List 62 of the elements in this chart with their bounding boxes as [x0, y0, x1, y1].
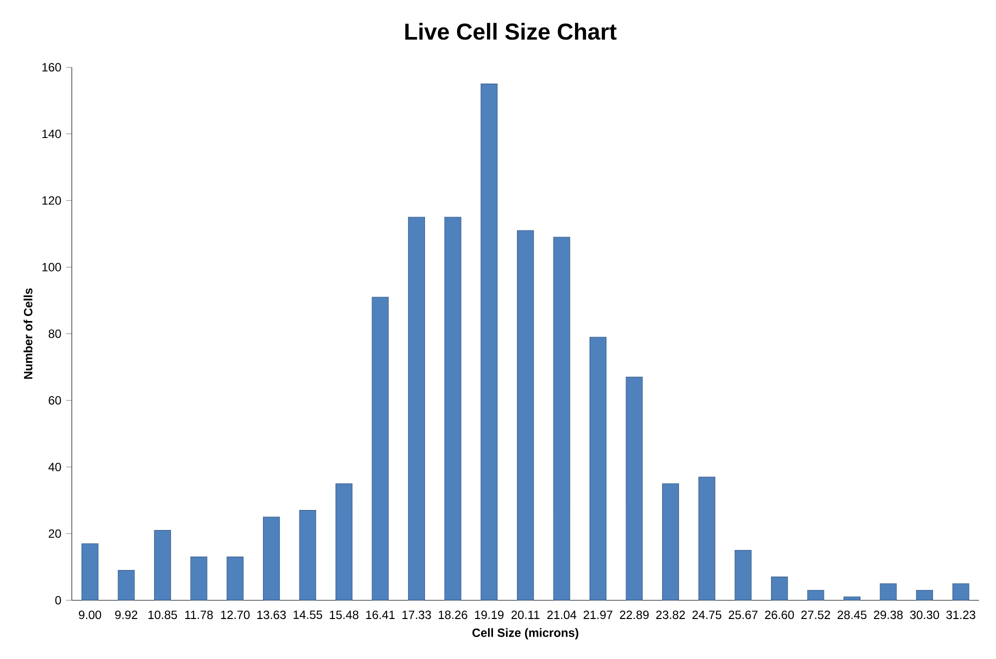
x-tick-label: 13.63	[257, 610, 286, 620]
bar	[190, 556, 208, 600]
y-tick-label: 0	[55, 596, 61, 605]
x-tick-label: 12.70	[221, 610, 250, 620]
x-tick-label: 25.67	[728, 610, 758, 620]
bar	[844, 596, 860, 600]
bar	[299, 510, 316, 600]
bar	[372, 296, 389, 600]
y-tick-label: 120	[42, 196, 61, 205]
y-tick-label: 20	[48, 529, 61, 538]
x-tick-label: 18.26	[438, 610, 468, 620]
x-tick-label: 27.52	[801, 610, 830, 620]
x-tick-label: 9.00	[78, 610, 102, 620]
x-tick-label: 30.30	[910, 610, 940, 620]
x-axis-title: Cell Size (microns)	[472, 628, 578, 640]
bar	[480, 84, 498, 600]
x-tick-label: 24.75	[692, 610, 722, 620]
x-tick-label: 16.41	[366, 610, 395, 620]
bar	[262, 516, 280, 600]
y-tick-label: 100	[42, 262, 61, 272]
chart-title: Live Cell Size Chart	[405, 23, 617, 40]
x-tick-label: 15.48	[330, 610, 358, 620]
y-tick-label: 140	[42, 130, 61, 138]
bar	[82, 543, 98, 600]
bar	[154, 530, 171, 600]
x-tick-label: 10.85	[148, 610, 177, 620]
y-tick-label: 160	[42, 63, 61, 72]
x-tick-label: 26.60	[765, 610, 794, 620]
bar	[336, 483, 352, 600]
bar	[444, 216, 462, 600]
y-tick-label: 60	[48, 396, 61, 405]
bar	[880, 583, 897, 600]
x-tick-label: 29.38	[874, 610, 903, 620]
x-tick-label: 17.33	[402, 610, 431, 620]
bar	[662, 483, 679, 600]
x-tick-label: 14.55	[294, 610, 322, 620]
x-tick-label: 31.23	[946, 610, 976, 620]
y-axis-title: Number of Cells	[24, 288, 32, 379]
bar	[590, 336, 606, 600]
bar	[916, 590, 933, 600]
bar	[698, 476, 716, 600]
x-tick-label: 28.45	[838, 610, 866, 620]
bar	[626, 376, 643, 600]
y-tick-label: 40	[48, 462, 61, 472]
bar	[770, 576, 788, 600]
x-tick-label: 21.97	[584, 610, 612, 620]
y-tick-label: 80	[48, 330, 61, 338]
bar	[952, 583, 970, 600]
x-tick-label: 20.11	[511, 610, 540, 620]
bar	[226, 556, 244, 600]
bar	[807, 590, 824, 600]
bar	[408, 216, 425, 600]
x-tick-label: 19.19	[475, 610, 504, 620]
x-tick-label: 9.92	[115, 610, 138, 620]
x-tick-label: 23.82	[656, 610, 685, 620]
bar	[118, 570, 135, 600]
bar	[516, 230, 534, 600]
x-tick-label: 21.04	[547, 610, 576, 620]
bar	[734, 550, 752, 600]
bar	[553, 236, 570, 600]
x-tick-label: 11.78	[185, 610, 213, 620]
x-tick-label: 22.89	[620, 610, 649, 620]
